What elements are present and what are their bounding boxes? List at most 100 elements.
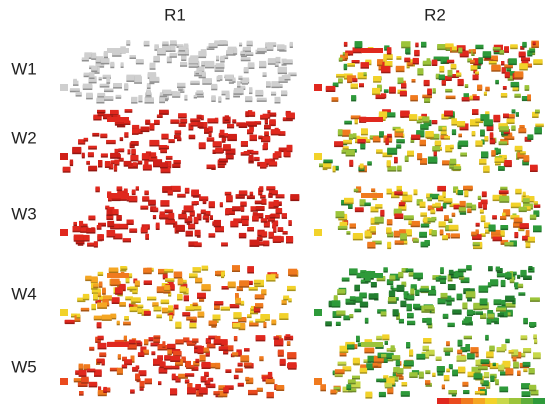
building	[432, 204, 441, 207]
building	[381, 311, 387, 315]
building	[257, 237, 263, 240]
building	[238, 76, 242, 79]
building	[406, 342, 410, 347]
building	[170, 388, 177, 394]
building	[174, 272, 182, 278]
building	[413, 273, 423, 278]
building	[355, 207, 364, 210]
building	[271, 92, 276, 95]
building	[367, 242, 375, 247]
building	[184, 295, 189, 300]
building	[514, 232, 518, 237]
building	[104, 96, 113, 99]
building	[202, 362, 211, 368]
building	[135, 281, 140, 286]
building	[444, 111, 453, 116]
building	[379, 131, 384, 136]
building	[124, 189, 128, 193]
building	[124, 83, 128, 89]
building	[143, 268, 152, 273]
building	[379, 111, 387, 117]
building	[511, 203, 521, 207]
building	[153, 56, 159, 61]
building	[484, 92, 487, 95]
building	[198, 312, 205, 317]
building	[432, 60, 438, 65]
building	[353, 233, 363, 239]
building	[385, 61, 393, 66]
building	[209, 201, 215, 207]
building	[407, 313, 414, 317]
building	[91, 66, 97, 71]
building	[220, 56, 225, 61]
building	[380, 210, 384, 216]
building	[189, 135, 196, 138]
city-panel	[60, 265, 298, 330]
building	[180, 286, 187, 291]
building	[385, 383, 392, 387]
building	[107, 193, 129, 198]
building	[334, 141, 343, 145]
building	[471, 65, 478, 70]
building	[100, 84, 110, 86]
building	[65, 320, 75, 323]
building	[314, 378, 322, 385]
building	[161, 134, 168, 138]
building	[442, 235, 448, 239]
building	[81, 377, 89, 383]
building	[343, 140, 352, 143]
building	[457, 350, 462, 353]
building	[439, 66, 444, 71]
building	[245, 96, 252, 101]
building	[474, 373, 483, 378]
building	[507, 136, 514, 138]
building	[74, 378, 82, 381]
building	[388, 297, 396, 301]
building	[496, 267, 500, 271]
building	[372, 88, 380, 94]
building	[249, 87, 252, 92]
building	[495, 379, 499, 384]
building	[73, 81, 79, 85]
building	[387, 160, 391, 166]
building	[63, 167, 71, 172]
building	[501, 61, 504, 64]
building	[83, 84, 93, 89]
building	[362, 271, 365, 273]
building	[248, 62, 255, 67]
building	[121, 62, 124, 66]
building	[216, 56, 219, 60]
building	[444, 198, 453, 202]
building	[497, 149, 501, 153]
building	[185, 373, 194, 375]
building	[210, 215, 213, 218]
building	[180, 119, 187, 122]
building	[159, 110, 169, 114]
building	[72, 147, 81, 153]
building	[177, 194, 186, 196]
building	[393, 127, 401, 129]
building	[515, 283, 519, 288]
building	[386, 227, 391, 232]
building	[183, 337, 189, 341]
building	[533, 334, 537, 338]
building	[175, 130, 182, 133]
building	[448, 70, 453, 75]
building	[138, 308, 143, 313]
building	[195, 278, 202, 282]
building	[130, 55, 137, 57]
building	[496, 308, 506, 311]
building	[415, 43, 418, 46]
building	[193, 303, 198, 305]
building	[205, 61, 214, 67]
building	[154, 120, 160, 124]
building	[89, 72, 94, 77]
building	[213, 315, 221, 320]
building	[151, 152, 156, 157]
building	[528, 237, 535, 242]
building	[443, 314, 449, 318]
building	[174, 305, 179, 308]
building	[81, 308, 89, 310]
building	[411, 221, 420, 226]
building	[215, 363, 220, 368]
